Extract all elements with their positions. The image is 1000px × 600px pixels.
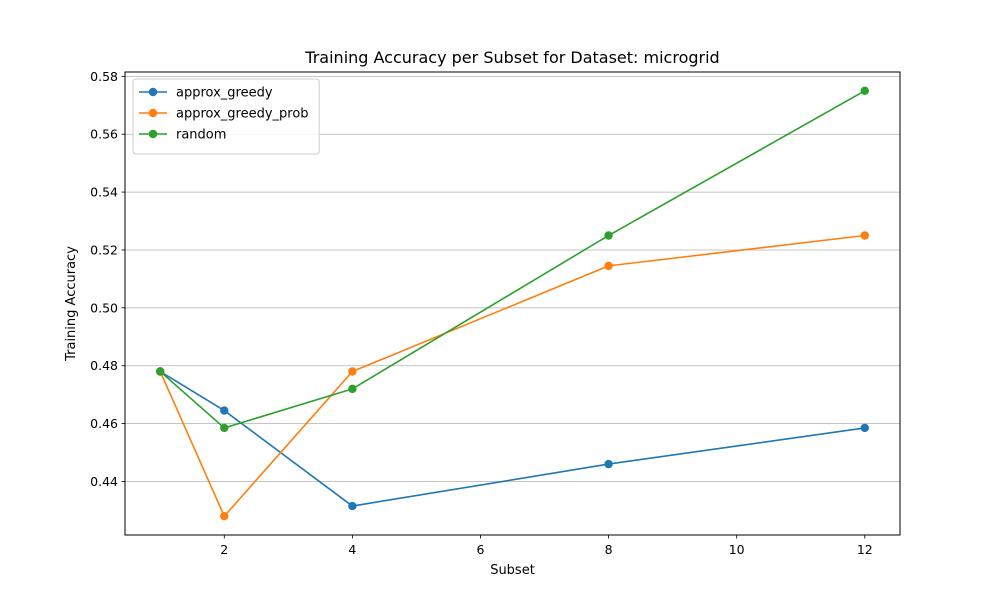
data-point-approx_greedy [348, 501, 357, 511]
data-point-approx_greedy_prob [860, 231, 869, 240]
data-point-random [156, 367, 165, 376]
data-point-random [348, 384, 357, 394]
data-point-random [220, 423, 229, 433]
data-point-approx_greedy_prob [348, 367, 357, 376]
y-tick-label: 0.48 [90, 358, 118, 373]
legend-label: approx_greedy [176, 86, 273, 101]
data-point-approx_greedy_prob [604, 261, 613, 271]
legend-swatch-marker [148, 87, 158, 97]
legend-label: random [176, 128, 226, 143]
data-point-approx_greedy_prob [220, 511, 229, 521]
legend-swatch-marker [148, 129, 158, 139]
x-tick-label: 6 [476, 542, 484, 557]
series-layer [156, 86, 869, 521]
series-line-approx_greedy_prob [159, 234, 865, 517]
x-axis-ticks: 2 4 6 8 10 12 [220, 535, 873, 557]
x-tick-label: 12 [857, 542, 873, 557]
chart-title: Training Accuracy per Subset for Dataset… [304, 48, 719, 67]
x-axis-label: Subset [490, 563, 535, 578]
x-tick-label: 10 [729, 542, 745, 557]
y-tick-label: 0.44 [90, 474, 118, 489]
y-tick-label: 0.58 [90, 69, 118, 84]
data-point-random [860, 86, 869, 96]
x-tick-label: 2 [220, 542, 228, 557]
data-point-approx_greedy [860, 423, 869, 433]
data-point-approx_greedy [604, 459, 613, 469]
legend-swatch-marker [148, 108, 158, 118]
series-line-approx_greedy [159, 370, 865, 507]
x-tick-label: 8 [605, 542, 613, 557]
y-tick-label: 0.56 [90, 127, 118, 142]
legend-label: approx_greedy_prob [176, 107, 309, 122]
data-point-random [604, 231, 613, 240]
x-tick-label: 4 [348, 542, 356, 557]
data-point-approx_greedy [220, 406, 229, 415]
plot-frame [124, 71, 901, 536]
y-tick-label: 0.46 [90, 416, 118, 431]
legend-box [132, 78, 320, 155]
y-tick-label: 0.54 [90, 185, 118, 200]
y-axis-ticks: 0.44 0.46 0.48 0.50 0.52 0.54 0.56 0.58 [90, 69, 125, 489]
y-tick-label: 0.50 [90, 300, 118, 315]
y-axis-label: Training Accuracy [64, 246, 79, 362]
y-tick-label: 0.52 [90, 242, 118, 257]
